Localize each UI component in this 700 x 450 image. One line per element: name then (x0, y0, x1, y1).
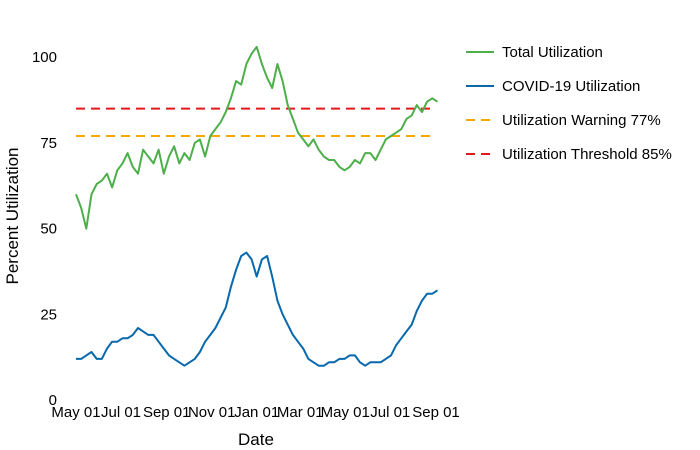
x-tick-label-5: Mar 01 (277, 404, 324, 421)
legend: Total Utilization COVID-19 Utilization Uti… (466, 44, 672, 163)
x-tick-label-8: Sep 01 (412, 404, 460, 421)
plot-area (75, 45, 439, 367)
x-tick-label-2: Sep 01 (143, 404, 191, 421)
x-tick-label-0: May 01 (51, 404, 100, 421)
series-line-0 (75, 45, 439, 230)
y-tick-label-2: 50 (40, 221, 57, 238)
y-axis-title: Percent Utilization (3, 147, 22, 284)
y-tick-label-0: 0 (49, 392, 57, 409)
legend-label-1: COVID-19 Utilization (502, 78, 640, 95)
x-axis-title: Date (238, 430, 274, 449)
y-axis-ticks: 0 25 50 75 100 (32, 49, 57, 409)
legend-label-3: Utilization Threshold 85% (502, 146, 672, 163)
y-tick-label-3: 75 (40, 135, 57, 152)
y-tick-label-4: 100 (32, 49, 57, 66)
y-tick-label-1: 25 (40, 306, 57, 323)
x-tick-label-4: Jan 01 (234, 404, 279, 421)
legend-label-2: Utilization Warning 77% (502, 112, 661, 129)
x-tick-label-7: Jul 01 (370, 404, 410, 421)
x-tick-label-3: Nov 01 (188, 404, 236, 421)
x-tick-label-6: May 01 (321, 404, 370, 421)
x-tick-label-1: Jul 01 (101, 404, 141, 421)
series-line-1 (76, 251, 439, 367)
legend-label-0: Total Utilization (502, 44, 603, 61)
